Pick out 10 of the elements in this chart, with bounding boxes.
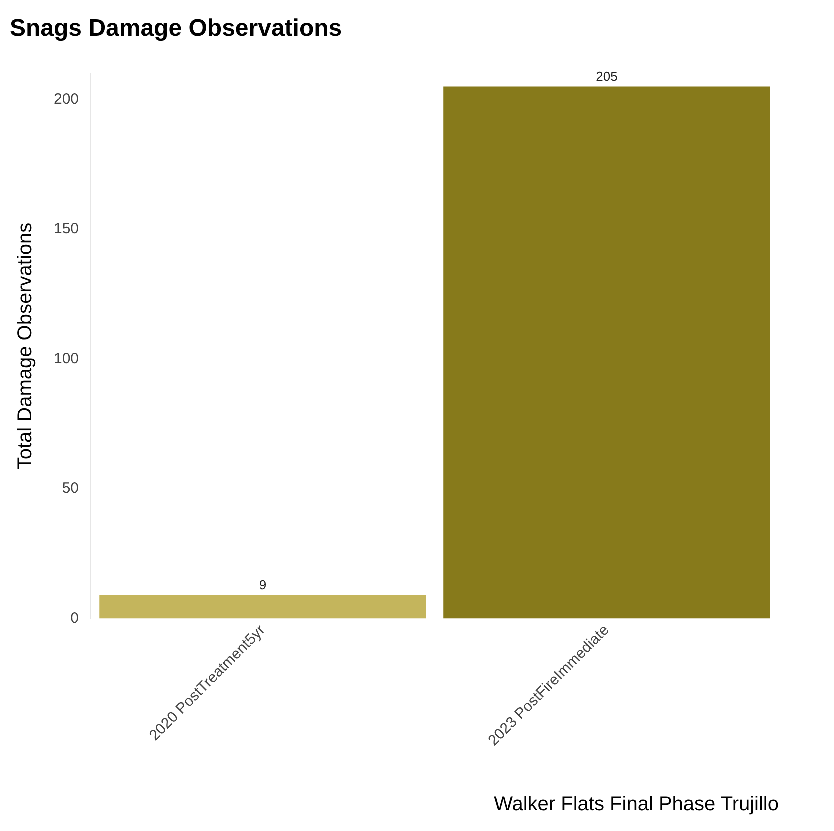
y-axis-title: Total Damage Observations: [14, 222, 37, 470]
y-tick-label: 150: [54, 220, 80, 238]
chart-title: Snags Damage Observations: [10, 15, 342, 42]
y-tick-label: 200: [54, 90, 80, 108]
data-label: 205: [596, 68, 618, 84]
y-tick-label: 0: [70, 610, 80, 627]
x-axis-title: Walker Flats Final Phase Trujillo: [494, 794, 779, 816]
y-tick-label: 100: [54, 350, 80, 368]
data-label: 9: [259, 577, 267, 592]
y-tick-label: 50: [62, 480, 80, 498]
